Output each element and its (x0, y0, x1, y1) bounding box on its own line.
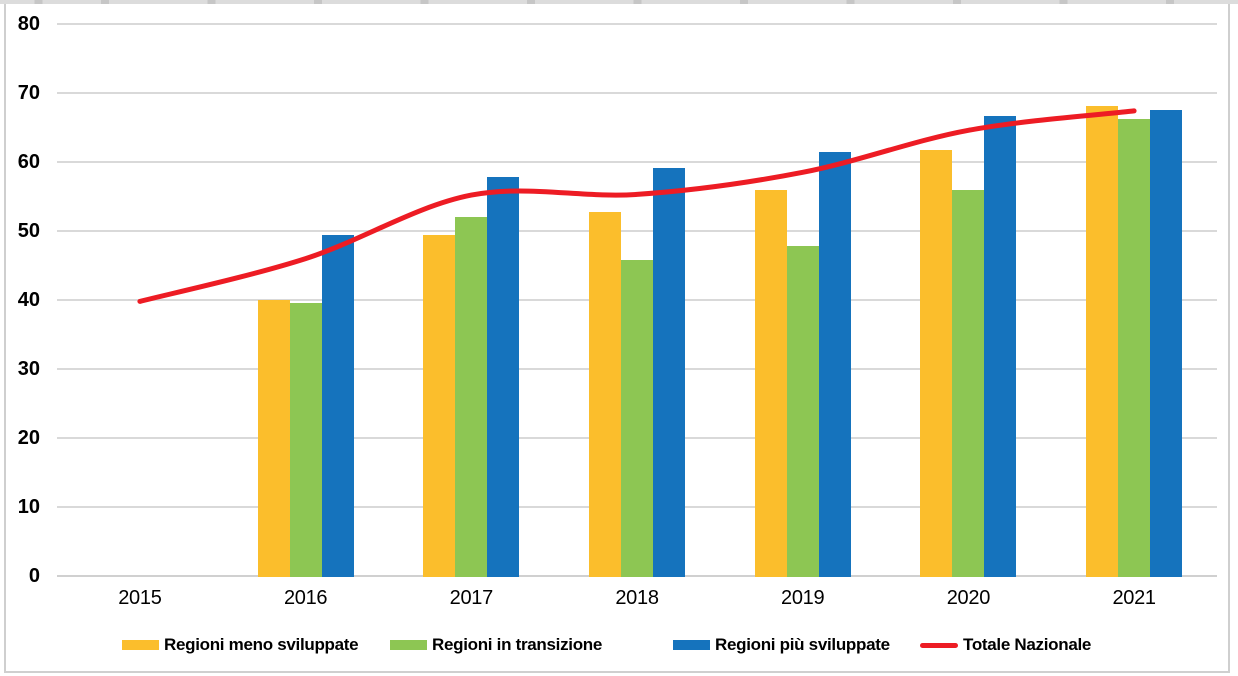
x-axis-label-2021: 2021 (1112, 587, 1156, 609)
x-axis-label-2020: 2020 (946, 587, 991, 609)
gridline-y-80 (57, 23, 1217, 25)
legend-item-regioni-pi-sviluppate: Regioni più sviluppate (673, 635, 890, 655)
legend-item-regioni-meno-sviluppate: Regioni meno sviluppate (122, 635, 359, 655)
x-axis-label-2017: 2017 (449, 587, 494, 609)
y-axis-label-60: 60 (17, 151, 40, 173)
legend-label-regioni-meno-sviluppate: Regioni meno sviluppate (164, 635, 359, 654)
y-axis-label-70: 70 (17, 82, 40, 104)
legend-label-regioni-in-transizione: Regioni in transizione (432, 635, 603, 654)
legend-label-totale-nazionale: Totale Nazionale (963, 635, 1092, 654)
legend-item-totale-nazionale: Totale Nazionale (920, 635, 1091, 655)
legend-swatch-totale-nazionale (920, 642, 958, 648)
legend-swatch-regioni-in-transizione (390, 640, 427, 650)
bar-regioni-pi-sviluppate-2019 (818, 152, 851, 577)
bar-regioni-in-transizione-2021 (1118, 119, 1151, 577)
bar-regioni-in-transizione-2016 (289, 302, 322, 577)
y-axis-label-30: 30 (17, 358, 40, 380)
y-axis-label-0: 0 (28, 565, 40, 587)
bar-regioni-pi-sviluppate-2021 (1150, 109, 1183, 577)
legend-label-regioni-pi-sviluppate: Regioni più sviluppate (715, 635, 890, 654)
bar-regioni-pi-sviluppate-2016 (321, 235, 354, 577)
bar-regioni-meno-sviluppate-2020 (920, 149, 953, 577)
bar-regioni-pi-sviluppate-2020 (984, 115, 1017, 577)
y-axis-label-40: 40 (17, 289, 40, 311)
bar-regioni-meno-sviluppate-2019 (754, 189, 787, 577)
x-axis-label-2016: 2016 (283, 587, 328, 609)
x-axis-label-2018: 2018 (615, 587, 659, 609)
bar-regioni-pi-sviluppate-2017 (487, 176, 520, 577)
bar-regioni-meno-sviluppate-2016 (257, 300, 290, 577)
gridline-y-70 (57, 92, 1217, 94)
bar-regioni-in-transizione-2019 (786, 246, 819, 577)
bar-regioni-meno-sviluppate-2021 (1086, 106, 1119, 577)
y-axis-label-20: 20 (17, 427, 40, 449)
gridline-y-60 (57, 161, 1217, 163)
legend-swatch-regioni-pi-sviluppate (673, 640, 710, 650)
y-axis-label-80: 80 (17, 13, 40, 35)
bar-regioni-in-transizione-2018 (621, 260, 653, 577)
bar-regioni-in-transizione-2020 (952, 190, 985, 577)
legend-item-regioni-in-transizione: Regioni in transizione (390, 635, 602, 655)
bar-regioni-in-transizione-2017 (455, 217, 488, 577)
gridline-y-50 (57, 230, 1217, 232)
legend-swatch-regioni-meno-sviluppate (122, 640, 159, 650)
x-axis-label-2015: 2015 (118, 587, 162, 609)
bar-regioni-meno-sviluppate-2018 (589, 212, 621, 577)
x-axis-label-2019: 2019 (781, 587, 825, 609)
y-axis-label-50: 50 (17, 220, 40, 242)
bar-regioni-meno-sviluppate-2017 (423, 235, 456, 577)
bar-regioni-pi-sviluppate-2018 (653, 168, 685, 577)
y-axis-label-10: 10 (17, 496, 40, 518)
top-border-ticks (0, 0, 1238, 4)
